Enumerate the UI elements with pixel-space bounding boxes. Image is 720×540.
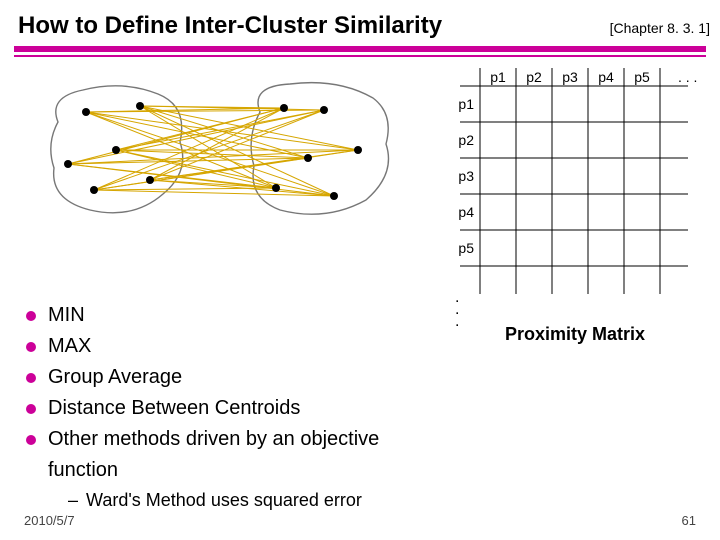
svg-text:p3: p3 <box>562 69 578 85</box>
bullet-item: MIN <box>26 300 446 331</box>
svg-text:p1: p1 <box>458 96 474 112</box>
matrix-caption: Proximity Matrix <box>505 324 645 345</box>
page-title: How to Define Inter-Cluster Similarity <box>18 12 442 40</box>
svg-text:p4: p4 <box>458 204 474 220</box>
svg-text:p5: p5 <box>634 69 650 85</box>
svg-text:p2: p2 <box>458 132 474 148</box>
svg-text:p4: p4 <box>598 69 614 85</box>
svg-text:p5: p5 <box>458 240 474 256</box>
bullet-item: Other methods driven by an objective fun… <box>26 424 446 486</box>
bullet-item: MAX <box>26 331 446 362</box>
svg-text:p1: p1 <box>490 69 506 85</box>
footer-page: 61 <box>682 513 696 528</box>
cluster-diagram <box>28 72 408 242</box>
chapter-label: [Chapter 8. 3. 1] <box>610 20 710 36</box>
title-rule <box>14 46 706 57</box>
footer-date: 2010/5/7 <box>24 513 75 528</box>
svg-text:p2: p2 <box>526 69 542 85</box>
vertical-ellipsis: ... <box>455 292 459 328</box>
bullet-list: MIN MAX Group Average Distance Between C… <box>26 300 446 511</box>
bullet-item: Group Average <box>26 362 446 393</box>
proximity-matrix: p1 p2 p3 p4 p5 . . . p1 p2 p3 p4 p5 <box>450 66 705 296</box>
svg-text:. . .: . . . <box>678 69 697 85</box>
sub-bullet: Ward's Method uses squared error <box>26 490 446 511</box>
title-row: How to Define Inter-Cluster Similarity [… <box>18 12 710 40</box>
svg-text:p3: p3 <box>458 168 474 184</box>
bullet-item: Distance Between Centroids <box>26 393 446 424</box>
